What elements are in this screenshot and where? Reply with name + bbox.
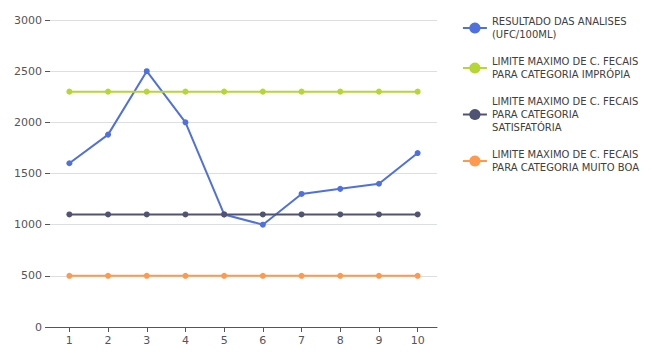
svg-text:LIMITE MAXIMO DE C. FECAIS: LIMITE MAXIMO DE C. FECAIS [492,96,638,107]
svg-text:1: 1 [66,334,73,347]
svg-text:LIMITE MAXIMO DE C. FECAIS: LIMITE MAXIMO DE C. FECAIS [492,149,638,160]
svg-text:2: 2 [105,334,112,347]
svg-text:2500: 2500 [14,65,42,78]
svg-text:4: 4 [182,334,189,347]
svg-text:2000: 2000 [14,116,42,129]
svg-text:0: 0 [35,321,42,334]
svg-text:8: 8 [337,334,344,347]
svg-text:PARA CATEGORIA IMPRÓPIA: PARA CATEGORIA IMPRÓPIA [492,68,630,80]
svg-text:PARA CATEGORIA: PARA CATEGORIA [492,109,579,120]
svg-text:LIMITE MAXIMO DE C. FECAIS: LIMITE MAXIMO DE C. FECAIS [492,56,638,67]
svg-text:3: 3 [143,334,150,347]
svg-text:10: 10 [411,334,425,347]
svg-text:6: 6 [259,334,266,347]
svg-text:RESULTADO DAS ANALISES: RESULTADO DAS ANALISES [492,16,627,27]
svg-text:7: 7 [298,334,305,347]
svg-text:SATISFATÓRIA: SATISFATÓRIA [492,121,562,133]
svg-text:(UFC/100ML): (UFC/100ML) [492,29,557,40]
svg-text:3000: 3000 [14,14,42,27]
svg-text:1500: 1500 [14,167,42,180]
svg-text:5: 5 [221,334,228,347]
svg-text:500: 500 [21,269,42,282]
svg-text:PARA CATEGORIA MUITO BOA: PARA CATEGORIA MUITO BOA [492,162,639,173]
svg-text:1000: 1000 [14,218,42,231]
svg-text:9: 9 [375,334,382,347]
